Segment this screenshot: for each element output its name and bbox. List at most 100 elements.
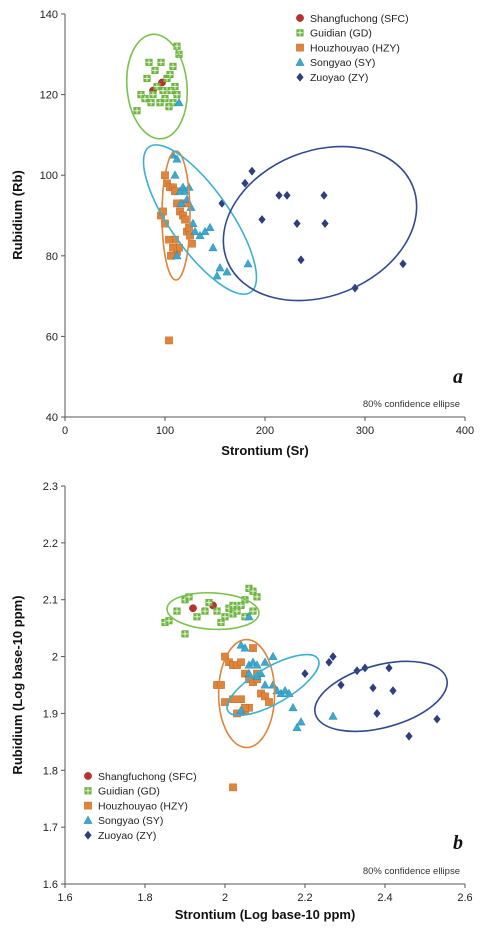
data-point: [389, 686, 397, 696]
data-point: [157, 58, 165, 66]
data-point: [265, 698, 273, 706]
y-tick-label: 1.7: [43, 822, 58, 834]
data-point: [208, 242, 218, 252]
legend-entry: Zuoyao (ZY): [310, 72, 368, 84]
ellipse-note: 80% confidence ellipse: [363, 399, 460, 410]
confidence-ellipse: [166, 591, 260, 631]
data-point: [165, 235, 173, 244]
data-point: [260, 680, 270, 689]
x-tick-label: 400: [456, 425, 474, 437]
x-tick-label: 100: [156, 425, 174, 437]
y-tick-label: 2.3: [43, 481, 58, 493]
data-point: [325, 657, 333, 667]
data-point: [165, 103, 173, 111]
data-point: [373, 709, 381, 718]
data-point: [137, 91, 145, 99]
data-point: [201, 607, 209, 615]
data-point: [171, 82, 179, 91]
data-point: [241, 178, 249, 188]
legend-entry: Zuoyao (ZY): [98, 830, 156, 842]
data-point: [165, 336, 173, 345]
data-point: [405, 731, 413, 741]
data-point: [133, 107, 141, 115]
y-tick-label: 140: [40, 9, 58, 21]
y-tick-label: 40: [46, 412, 58, 424]
data-point: [217, 618, 225, 627]
data-point: [249, 587, 257, 595]
x-tick-label: 200: [256, 425, 274, 437]
data-point: [261, 692, 269, 701]
data-point: [172, 250, 182, 260]
data-point: [233, 607, 241, 615]
data-point: [205, 222, 215, 231]
x-tick-label: 1.8: [137, 892, 152, 904]
data-point: [151, 66, 159, 75]
data-point: [337, 680, 345, 690]
data-point: [222, 267, 232, 276]
panel-letter: a: [453, 366, 463, 388]
data-point: [236, 705, 246, 714]
legend-entry: Songyao (SY): [310, 57, 375, 69]
x-tick-label: 2: [222, 892, 228, 904]
confidence-ellipse: [125, 33, 189, 140]
data-point: [369, 683, 377, 693]
panel-letter: b: [453, 832, 463, 854]
data-point: [181, 215, 189, 224]
data-point: [213, 607, 221, 615]
data-point: [141, 95, 149, 103]
data-point: [249, 607, 257, 615]
legend-marker: [83, 815, 93, 824]
data-point: [173, 42, 181, 50]
data-point: [167, 86, 175, 95]
data-point: [237, 695, 245, 704]
y-tick-label: 1.8: [43, 765, 58, 777]
data-point: [385, 663, 393, 673]
confidence-ellipse: [226, 653, 320, 717]
legend-marker: [296, 43, 304, 52]
data-point: [176, 198, 186, 207]
legend-marker: [296, 72, 304, 82]
data-point: [280, 685, 290, 695]
data-point: [180, 186, 190, 195]
panel-a: 0 100 200 300 400 40 60 80 100 120 140 Strontium (S…: [10, 9, 474, 458]
legend-marker: [296, 14, 304, 22]
confidence-ellipse: [142, 144, 258, 295]
legend-marker: [84, 830, 92, 840]
x-axis-label: Strontium (Sr): [221, 443, 308, 458]
data-point: [248, 166, 256, 176]
data-point: [258, 215, 266, 224]
data-point: [221, 613, 229, 621]
data-point: [249, 644, 257, 652]
data-point: [229, 783, 237, 792]
data-point: [189, 604, 197, 613]
legend: Shangfuchong (SFC) Guidian (GD) Houzhouyao…: [295, 13, 409, 84]
data-point: [243, 259, 253, 268]
data-point: [143, 74, 151, 83]
x-tick-label: 0: [62, 425, 68, 437]
data-point: [236, 640, 246, 649]
x-tick-label: 2.2: [297, 892, 312, 904]
plot-area: [161, 584, 448, 792]
data-point: [399, 259, 407, 269]
legend-entry: Houzhouyao (HZY): [98, 800, 188, 812]
data-point: [237, 601, 245, 609]
legend-entry: Guidian (GD): [98, 786, 160, 798]
data-point: [188, 218, 198, 227]
legend-marker: [84, 801, 92, 810]
data-point: [205, 598, 213, 607]
data-point: [153, 82, 161, 91]
data-point: [283, 190, 291, 200]
panel-b: 1.6 1.8 2 2.2 2.4 2.6 1.6 1.7 1.8 1.9 2 2.1 2.2 2.3 St…: [10, 481, 473, 922]
data-point: [252, 671, 262, 680]
y-tick-label: 80: [46, 251, 58, 263]
x-tick-label: 2.6: [457, 892, 472, 904]
data-point: [296, 717, 306, 726]
data-point: [297, 255, 305, 265]
y-tick-label: 2: [52, 652, 58, 664]
data-point: [288, 702, 298, 712]
data-point: [169, 243, 177, 252]
legend-entry: Shangfuchong (SFC): [98, 771, 197, 783]
data-point: [165, 617, 173, 625]
y-axis-label: Rubidium (Log base-10 ppm): [10, 595, 25, 774]
